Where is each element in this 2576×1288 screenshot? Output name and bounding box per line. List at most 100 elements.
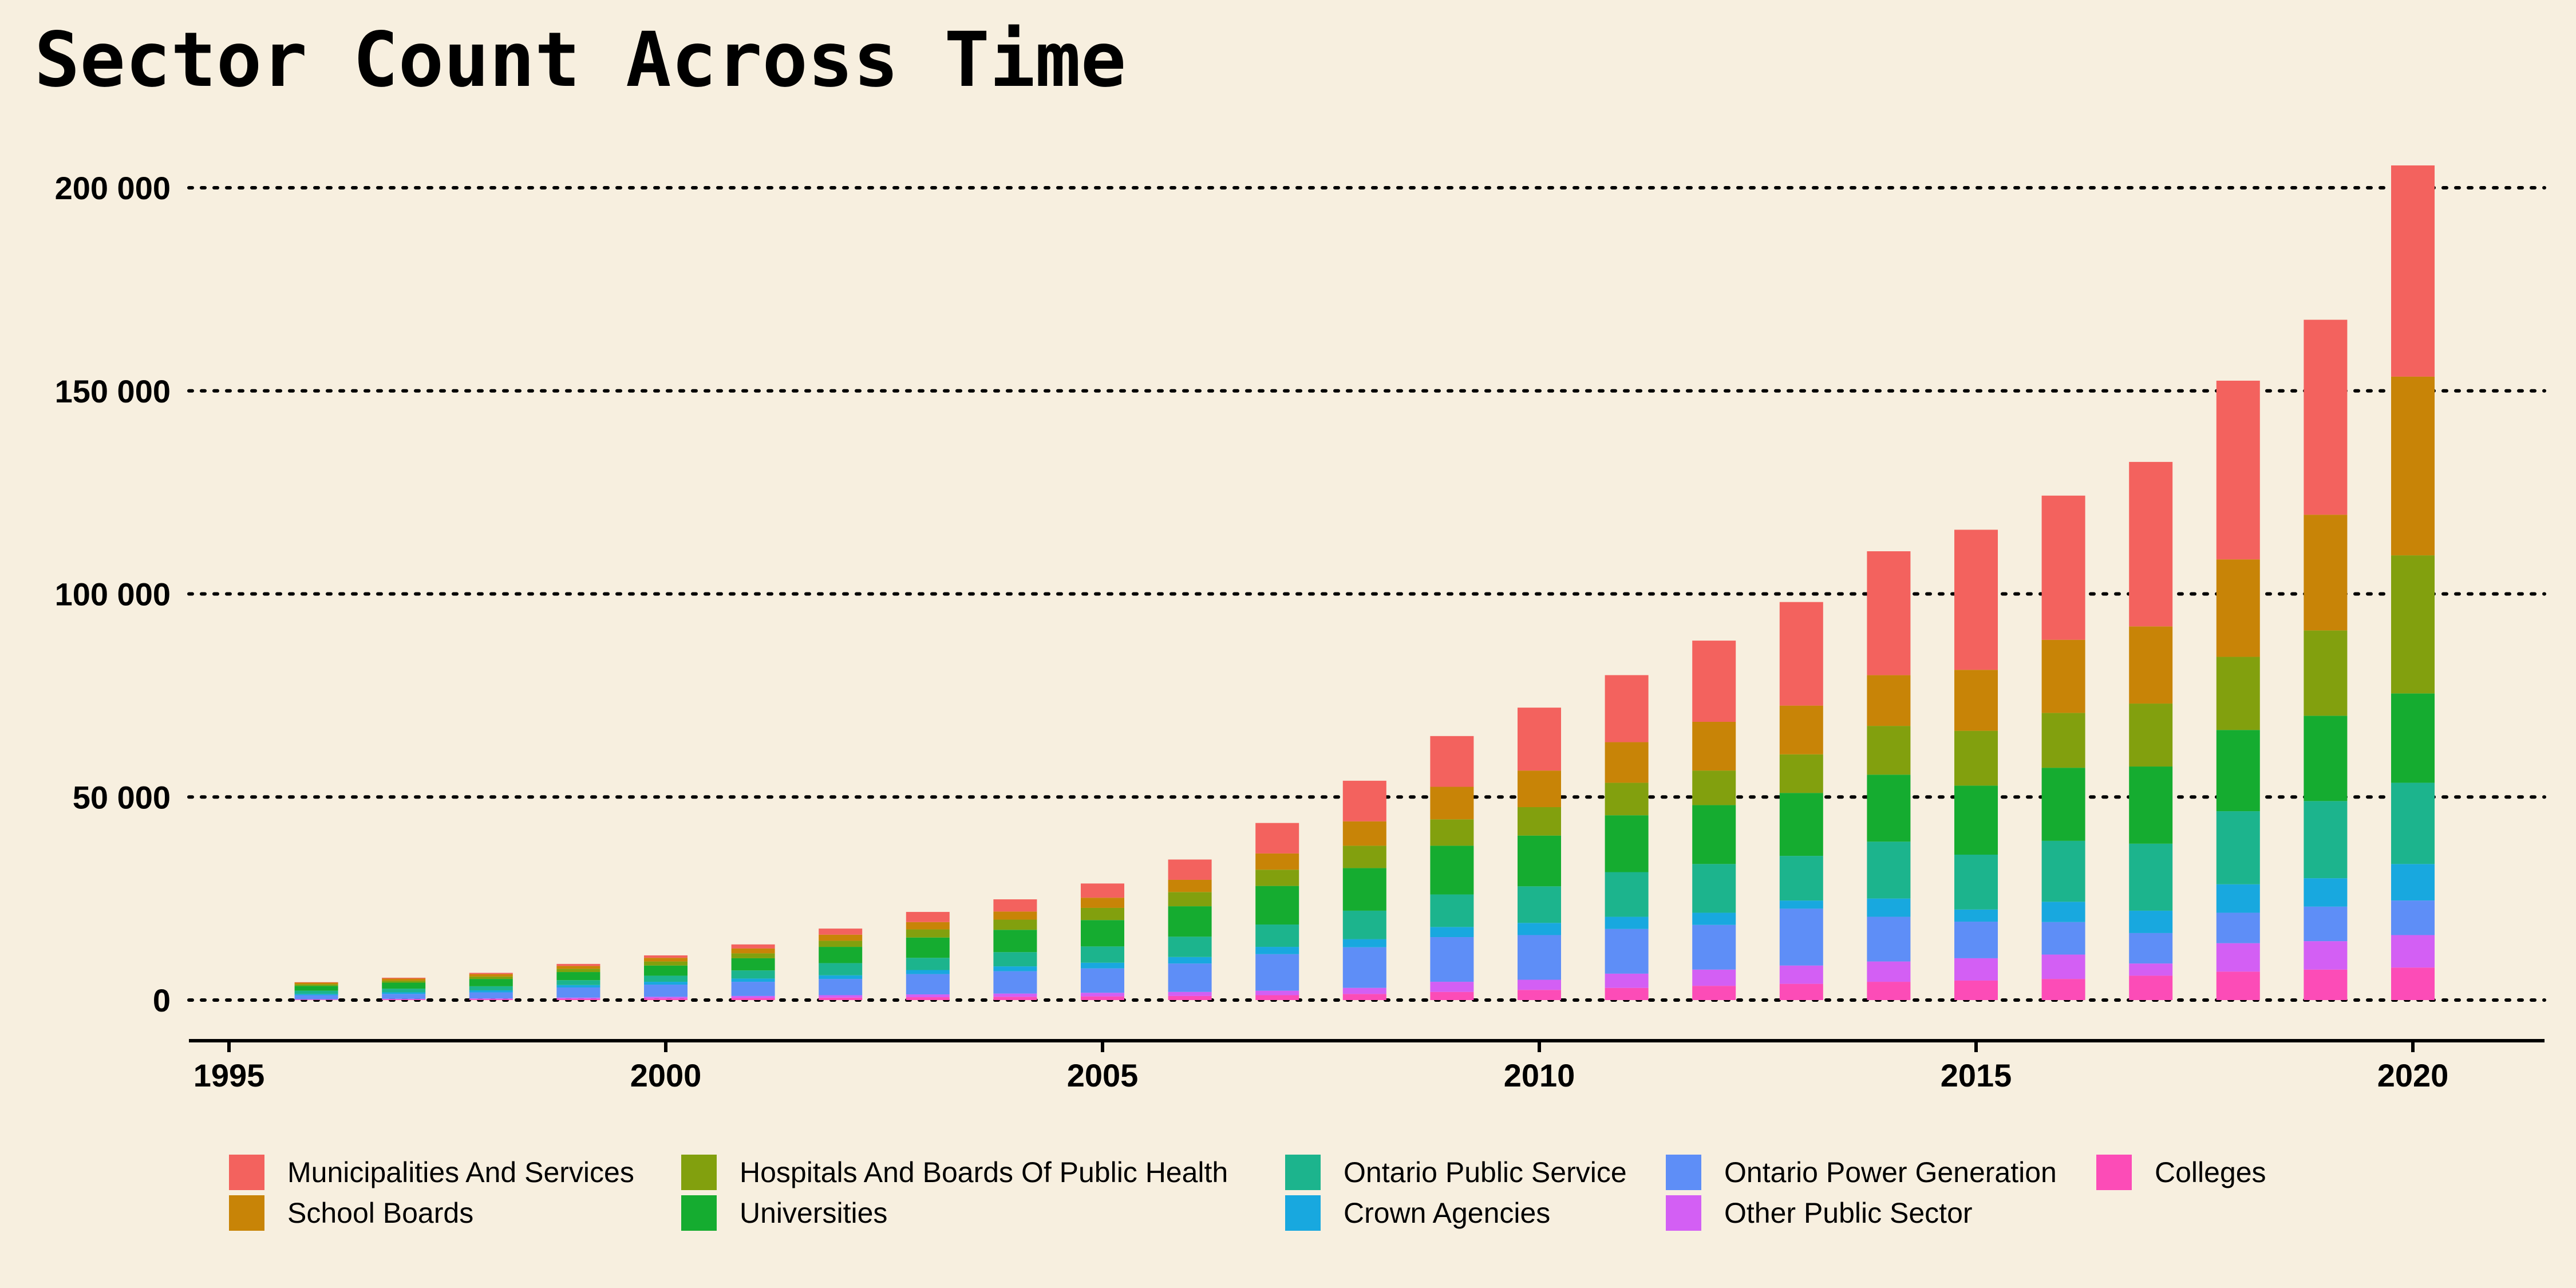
bar-segment [1867, 916, 1911, 962]
bar-segment [1430, 846, 1474, 895]
bar-segment [1692, 771, 1736, 805]
bar-segment [993, 911, 1037, 920]
bar-segment [819, 979, 863, 995]
bar-segment [2041, 768, 2085, 841]
bar-segment [556, 997, 600, 999]
bar-segment [2041, 979, 2085, 1000]
bar-segment [1779, 900, 1823, 909]
legend-swatch [229, 1155, 264, 1190]
x-tick-label: 2000 [630, 1057, 702, 1093]
bar-segment [819, 997, 863, 1000]
bar-segment [1605, 675, 1649, 742]
bar-segment [1518, 886, 1561, 923]
bar-segment [1867, 775, 1911, 842]
bar-segment [1168, 859, 1212, 880]
bar-segment [2304, 515, 2348, 631]
bar-segment [1255, 823, 1299, 854]
bar-segment [1518, 979, 1561, 990]
bar-segment [819, 934, 863, 941]
bar-segment [644, 975, 688, 982]
bar-segment [469, 976, 513, 979]
legend-label: Ontario Public Service [1344, 1156, 1627, 1188]
bar-segment [731, 953, 775, 958]
bar-segment [644, 961, 688, 966]
bar-segment [1430, 982, 1474, 992]
bar-segment [1518, 935, 1561, 980]
bar-segment [469, 990, 513, 993]
x-tick-label: 2020 [2377, 1057, 2449, 1093]
bar-segment [2216, 381, 2260, 560]
bar-segment [2391, 165, 2435, 377]
bar-segment [1518, 771, 1561, 807]
bar-segment [1954, 909, 1998, 922]
y-axis-ticks: 0 50 000 100 000 150 000 200 000 [55, 170, 171, 1018]
bar-segment [1168, 879, 1212, 892]
bar-segment [906, 958, 950, 970]
bar-segment [2304, 319, 2348, 515]
bar-segment [2304, 969, 2348, 1000]
bar-segment [993, 966, 1037, 971]
bar-segment [1255, 924, 1299, 947]
bar-segment [1342, 939, 1386, 947]
bar-segment [1081, 907, 1124, 920]
bar-segment [906, 912, 950, 922]
bar-segment [2041, 902, 2085, 922]
bar-segment [469, 992, 513, 999]
legend: Municipalities And Services School Boards… [229, 1155, 2266, 1231]
bar-segment [294, 999, 338, 1000]
bar-segment [1867, 898, 1911, 917]
bar-segment [1779, 983, 1823, 1000]
bar-segment [993, 930, 1037, 953]
bar-segment [731, 978, 775, 982]
bar-segment [1081, 883, 1124, 898]
bar-segment [556, 969, 600, 973]
bar-segment [1430, 819, 1474, 846]
bar-segment [1255, 870, 1299, 886]
bar-segment [294, 984, 338, 986]
bar-segment [556, 980, 600, 985]
bar-segment [2216, 657, 2260, 730]
bar-segment [819, 963, 863, 975]
bar-segment [644, 955, 688, 958]
bar-segment [2391, 864, 2435, 901]
bar-segment [1954, 785, 1998, 855]
bar-segment [1081, 962, 1124, 969]
bar-segment [469, 973, 513, 974]
legend-label: Municipalities And Services [287, 1156, 634, 1188]
x-axis: 1995 2000 2005 2010 2015 2020 [189, 1039, 2545, 1093]
bar-segment [644, 958, 688, 962]
bar-segment [1954, 922, 1998, 958]
bar-segment [1081, 946, 1124, 963]
bar-segment [1605, 973, 1649, 988]
legend-swatch [1285, 1155, 1321, 1190]
bar-segment [1867, 726, 1911, 775]
bar-segment [1954, 980, 1998, 1000]
chart-title: Sector Count Across Time [34, 16, 1126, 104]
bar-segment [1692, 912, 1736, 925]
bar-segment [1692, 864, 1736, 913]
bar-segment [2304, 716, 2348, 801]
bar-segment [906, 922, 950, 930]
bar-segment [1168, 937, 1212, 957]
bar-segment [906, 929, 950, 938]
bar-segment [906, 997, 950, 1000]
bar-segment [819, 995, 863, 998]
bar-segment [906, 994, 950, 998]
bar-segment [819, 975, 863, 979]
bar-segment [382, 999, 426, 1000]
bar-segment [2216, 730, 2260, 812]
bar-segment [644, 985, 688, 997]
bar-segment [2041, 922, 2085, 955]
bar-segment [1779, 602, 1823, 706]
bar-segment [2391, 555, 2435, 694]
y-tick-label: 100 000 [55, 576, 171, 613]
bar-segment [1342, 994, 1386, 1000]
bar-segment [1168, 957, 1212, 964]
bar-segment [731, 944, 775, 949]
x-tick-label: 2005 [1067, 1057, 1139, 1093]
bar-segment [1255, 954, 1299, 991]
bar-segment [2391, 693, 2435, 783]
bar-segment [1168, 963, 1212, 992]
bar-segment [294, 982, 338, 985]
bar-segment [1168, 892, 1212, 907]
